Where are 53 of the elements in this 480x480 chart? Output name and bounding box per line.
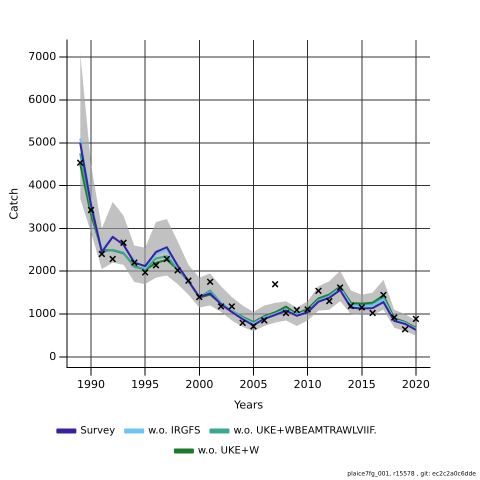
point	[402, 326, 409, 333]
x-tick-label: 2005	[239, 378, 268, 392]
x-tick-label: 1990	[77, 378, 106, 392]
point	[163, 255, 170, 263]
point	[314, 287, 322, 294]
point	[87, 206, 95, 214]
point	[196, 293, 203, 301]
point	[272, 280, 279, 288]
point	[282, 309, 290, 317]
x-tick-label: 2015	[348, 378, 376, 392]
point	[142, 268, 149, 276]
point	[260, 316, 268, 324]
point	[390, 314, 398, 322]
y-tick-label: 0	[49, 350, 56, 363]
point	[326, 298, 333, 305]
point	[206, 278, 214, 286]
legend-label: Survey	[80, 426, 116, 437]
y-tick-label: 3000	[28, 221, 56, 234]
x-tick-label: 2010	[294, 378, 322, 392]
point	[293, 306, 300, 314]
point	[412, 315, 420, 323]
point	[109, 255, 116, 263]
y-tick-label: 5000	[28, 136, 56, 149]
point	[76, 159, 84, 166]
point	[336, 284, 344, 292]
legend-label: w.o. IRGFS	[148, 426, 200, 437]
x-axis-title: Years	[233, 398, 264, 412]
y-tick-label: 1000	[28, 306, 56, 320]
point	[239, 319, 246, 326]
point	[130, 259, 138, 266]
y-tick-label: 2000	[28, 264, 56, 278]
point	[152, 262, 160, 269]
point	[120, 239, 128, 246]
point	[184, 277, 192, 284]
point	[304, 306, 312, 314]
point	[347, 302, 355, 310]
point	[380, 291, 388, 299]
point	[174, 266, 182, 274]
x-tick-label: 2000	[185, 378, 214, 392]
y-tick-label: 4000	[28, 178, 56, 192]
x-tick-label: 1995	[131, 378, 160, 392]
point	[369, 309, 376, 317]
point	[217, 302, 225, 310]
point	[358, 304, 366, 311]
y-tick-label: 6000	[28, 92, 56, 106]
x-tick-label: 2020	[402, 378, 430, 392]
legend-label: w.o. UKE+W	[198, 446, 260, 457]
point	[98, 250, 106, 258]
y-axis-title: Catch	[7, 188, 20, 220]
point	[250, 322, 258, 330]
legend-label: w.o. UKE+WBEAMTRAWLVIIF.	[233, 426, 377, 437]
point	[228, 302, 236, 310]
y-tick-label: 7000	[28, 50, 56, 63]
